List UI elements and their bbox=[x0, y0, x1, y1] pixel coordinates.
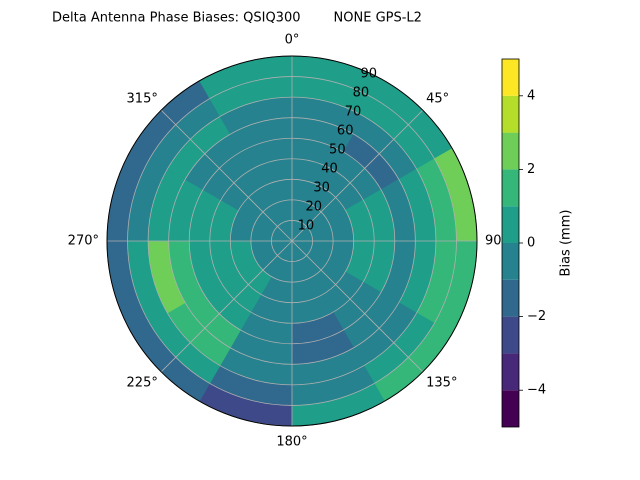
colorbar-band bbox=[502, 206, 519, 243]
r-tick-label: 90 bbox=[361, 67, 378, 82]
colorbar-tick-label: −4 bbox=[527, 383, 546, 398]
polar-frame bbox=[106, 55, 478, 427]
r-tick-label: 20 bbox=[305, 200, 322, 215]
colorbar-band bbox=[502, 95, 519, 133]
colorbar-band bbox=[502, 169, 519, 207]
chart-title: Delta Antenna Phase Biases: QSIQ300 NONE… bbox=[52, 11, 422, 26]
colorbar-tick-label: 4 bbox=[527, 88, 535, 103]
colorbar-band bbox=[502, 353, 519, 391]
theta-tick-label: 135° bbox=[426, 376, 457, 391]
r-tick-label: 30 bbox=[313, 181, 330, 196]
colorbar-band bbox=[502, 390, 519, 427]
r-tick-label: 40 bbox=[321, 162, 338, 177]
grid-spoke bbox=[291, 109, 424, 242]
theta-tick-label: 45° bbox=[426, 91, 449, 106]
grid-spoke bbox=[160, 109, 293, 242]
theta-tick-label: 225° bbox=[127, 376, 158, 391]
colorbar-tick-label: 2 bbox=[527, 162, 535, 177]
colorbar-tick-label: −2 bbox=[527, 309, 546, 324]
colorbar-tick-label: 0 bbox=[527, 236, 535, 251]
colorbar-band bbox=[502, 316, 519, 354]
r-tick-label: 50 bbox=[329, 143, 346, 158]
colorbar-band bbox=[502, 59, 519, 96]
r-tick-label: 70 bbox=[345, 105, 362, 120]
theta-tick-label: 315° bbox=[127, 91, 158, 106]
theta-tick-label: 270° bbox=[68, 234, 99, 249]
theta-tick-label: 180° bbox=[276, 435, 307, 450]
theta-tick-label: 0° bbox=[285, 33, 300, 48]
colorbar-band bbox=[502, 243, 519, 280]
grid-spoke bbox=[291, 240, 424, 373]
r-tick-label: 10 bbox=[298, 219, 315, 234]
r-tick-label: 60 bbox=[337, 124, 354, 139]
colorbar-band bbox=[502, 279, 519, 317]
colorbar-label: Bias (mm) bbox=[559, 210, 574, 277]
grid-spoke bbox=[160, 240, 293, 373]
colorbar-band bbox=[502, 132, 519, 170]
r-tick-label: 80 bbox=[353, 86, 370, 101]
